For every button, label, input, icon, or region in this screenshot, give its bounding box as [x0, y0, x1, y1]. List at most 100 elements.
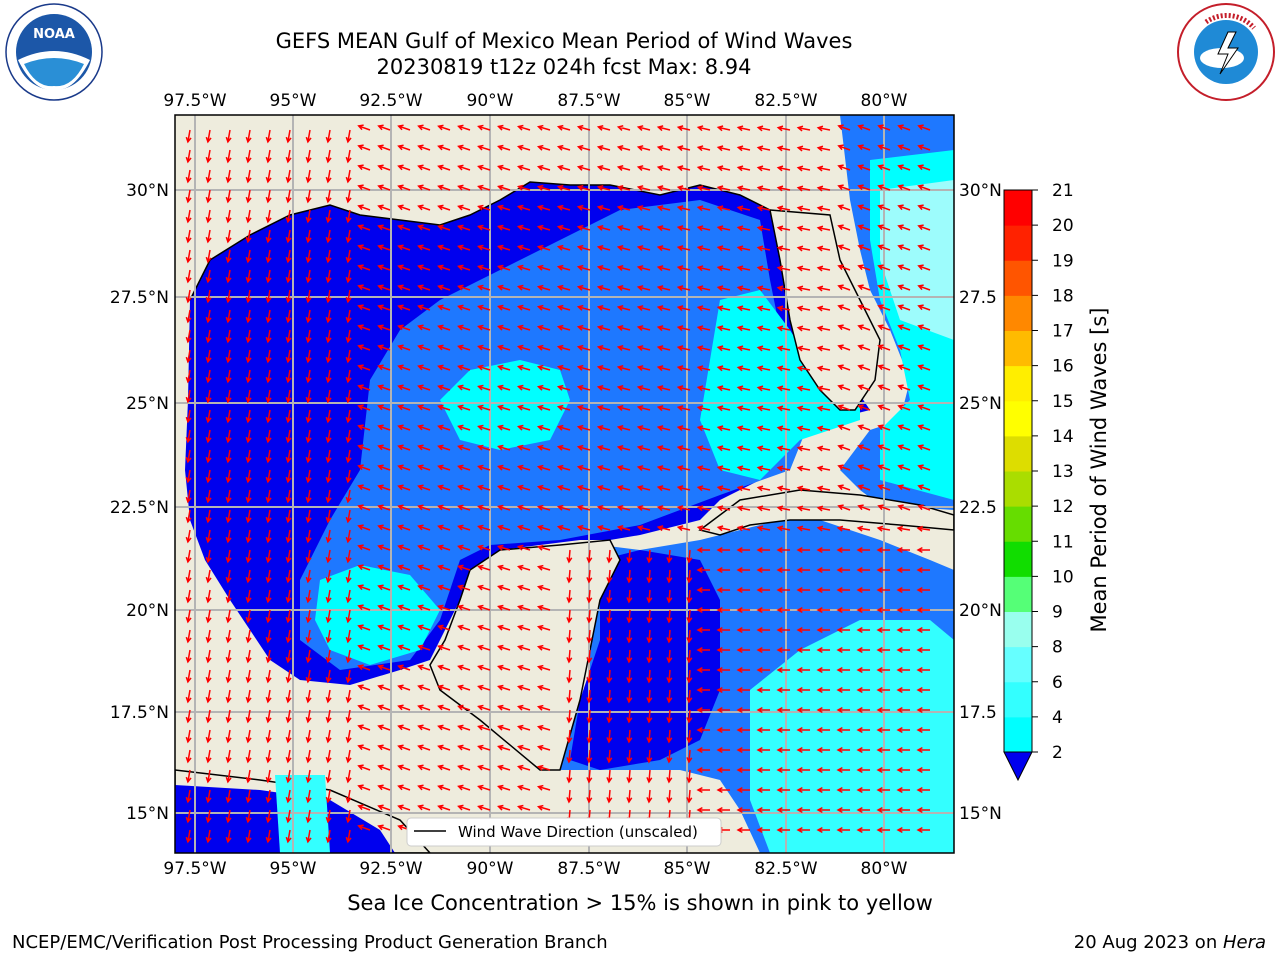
- wave-direction-arrow: [185, 449, 192, 464]
- wave-direction-arrow: [497, 744, 511, 751]
- colorbar-tick-label: 4: [1052, 708, 1063, 728]
- wave-direction-arrow: [796, 626, 810, 634]
- wave-direction-arrow: [345, 289, 352, 304]
- wave-direction-arrow: [616, 265, 631, 271]
- wave-direction-arrow: [285, 149, 292, 164]
- wave-direction-arrow: [896, 706, 910, 714]
- colorbar-tick-label: 18: [1052, 286, 1074, 306]
- wave-direction-arrow: [205, 169, 212, 184]
- wave-direction-arrow: [377, 184, 391, 191]
- wave-direction-arrow: [626, 749, 633, 764]
- wave-direction-arrow: [205, 429, 212, 444]
- wave-direction-arrow: [666, 689, 673, 704]
- wave-direction-arrow: [305, 389, 312, 404]
- wave-direction-arrow: [857, 204, 871, 211]
- wave-direction-arrow: [225, 229, 232, 244]
- wave-direction-arrow: [497, 504, 511, 511]
- wave-direction-arrow: [517, 604, 531, 611]
- wave-direction-arrow: [796, 666, 810, 674]
- wave-direction-arrow: [285, 589, 292, 604]
- wave-direction-arrow: [437, 424, 451, 431]
- wave-direction-arrow: [325, 169, 332, 184]
- wave-direction-arrow: [185, 369, 192, 384]
- footer-machine: Hera: [1222, 932, 1266, 953]
- wave-direction-arrow: [245, 429, 252, 444]
- wave-direction-arrow: [816, 365, 831, 372]
- wave-direction-arrow: [917, 224, 931, 231]
- wave-direction-arrow: [185, 269, 192, 284]
- wave-direction-arrow: [357, 184, 371, 191]
- wave-direction-arrow: [816, 425, 831, 432]
- wave-direction-arrow: [917, 404, 931, 411]
- wave-direction-arrow: [397, 284, 411, 291]
- wave-direction-arrow: [716, 185, 731, 192]
- wave-direction-arrow: [417, 524, 431, 531]
- wave-direction-arrow: [796, 125, 811, 132]
- wave-direction-arrow: [857, 504, 871, 511]
- wave-direction-arrow: [776, 566, 790, 574]
- wave-direction-arrow: [636, 325, 651, 332]
- wave-direction-arrow: [457, 624, 471, 631]
- wave-direction-arrow: [566, 649, 573, 664]
- wave-direction-arrow: [696, 465, 711, 472]
- wave-direction-arrow: [457, 544, 471, 551]
- wave-direction-arrow: [497, 224, 511, 231]
- wave-direction-arrow: [876, 806, 890, 814]
- wave-direction-arrow: [716, 325, 731, 332]
- wave-direction-arrow: [437, 204, 451, 211]
- wave-direction-arrow: [205, 489, 212, 504]
- wave-direction-arrow: [305, 649, 312, 664]
- wave-direction-arrow: [816, 826, 830, 834]
- wave-direction-arrow: [397, 264, 411, 271]
- wave-direction-arrow: [265, 709, 272, 724]
- wave-direction-arrow: [477, 544, 491, 551]
- wave-direction-arrow: [325, 789, 332, 804]
- wave-direction-arrow: [576, 124, 591, 131]
- wave-direction-arrow: [457, 524, 471, 531]
- wave-direction-arrow: [325, 329, 332, 344]
- wave-direction-arrow: [596, 224, 611, 231]
- wave-direction-arrow: [245, 549, 252, 564]
- wave-direction-arrow: [696, 706, 710, 714]
- wave-direction-arrow: [517, 164, 531, 171]
- wave-direction-arrow: [265, 329, 272, 344]
- wave-direction-arrow: [285, 389, 292, 404]
- wave-direction-arrow: [517, 584, 531, 591]
- wave-direction-arrow: [265, 689, 272, 704]
- wave-direction-arrow: [265, 389, 272, 404]
- wave-direction-arrow: [837, 424, 851, 431]
- lat-tick: 25°N: [126, 394, 169, 414]
- wave-direction-arrow: [397, 184, 411, 191]
- wave-direction-arrow: [245, 229, 252, 244]
- wave-direction-arrow: [225, 149, 232, 164]
- wave-direction-arrow: [457, 384, 471, 391]
- wave-direction-arrow: [816, 165, 831, 172]
- wave-direction-arrow: [205, 309, 212, 324]
- wave-direction-arrow: [636, 305, 651, 312]
- wave-direction-arrow: [796, 465, 811, 472]
- wave-direction-arrow: [245, 809, 252, 824]
- wave-direction-arrow: [897, 464, 911, 471]
- wave-direction-arrow: [397, 644, 411, 651]
- wave-direction-arrow: [556, 124, 571, 131]
- lon-tick: 97.5°W: [163, 91, 226, 111]
- wave-direction-arrow: [837, 124, 851, 131]
- wave-direction-arrow: [517, 404, 531, 411]
- wave-direction-arrow: [836, 586, 850, 594]
- wave-direction-arrow: [696, 165, 711, 172]
- wave-direction-arrow: [536, 504, 551, 511]
- wave-direction-arrow: [896, 586, 910, 594]
- wave-direction-arrow: [556, 184, 571, 191]
- wave-direction-arrow: [325, 189, 332, 204]
- colorbar-segment: [1004, 576, 1032, 612]
- wave-direction-arrow: [656, 145, 671, 152]
- wave-direction-arrow: [457, 664, 471, 671]
- wave-direction-arrow: [646, 789, 653, 804]
- wave-direction-arrow: [676, 425, 691, 432]
- wave-direction-arrow: [457, 464, 471, 471]
- wave-direction-arrow: [696, 145, 711, 152]
- wave-direction-arrow: [646, 549, 653, 564]
- wave-direction-arrow: [566, 729, 573, 744]
- wave-direction-arrow: [325, 489, 332, 504]
- colorbar-segment: [1004, 190, 1032, 226]
